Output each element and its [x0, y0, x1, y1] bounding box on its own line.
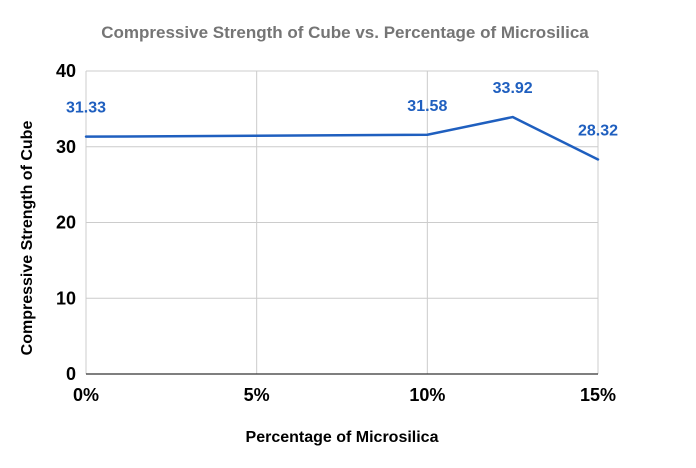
data-labels: 31.33 31.58 33.92 28.32	[66, 80, 618, 139]
y-tick-label: 10	[56, 288, 76, 308]
x-tick-label: 10%	[409, 385, 445, 405]
chart-title: Compressive Strength of Cube vs. Percent…	[101, 23, 589, 42]
x-tick-label: 15%	[580, 385, 616, 405]
x-axis-title: Percentage of Microsilica	[246, 429, 439, 446]
gridlines	[85, 70, 599, 374]
x-tick-label: 5%	[244, 385, 270, 405]
y-tick-label: 40	[56, 61, 76, 81]
data-label: 31.33	[66, 100, 106, 117]
y-axis-title: Compressive Strength of Cube	[19, 121, 36, 356]
y-tick-label: 20	[56, 213, 76, 233]
y-tick-label: 30	[56, 137, 76, 157]
series-layer	[84, 115, 600, 161]
y-tick-label: 0	[66, 364, 76, 384]
x-tick-label: 0%	[73, 385, 99, 405]
axes: 0 10 20 30 40 0% 5% 10% 15%	[56, 61, 616, 405]
series-line	[84, 115, 600, 161]
data-label: 31.58	[407, 98, 447, 115]
data-label: 33.92	[493, 80, 533, 97]
data-label: 28.32	[578, 122, 618, 139]
